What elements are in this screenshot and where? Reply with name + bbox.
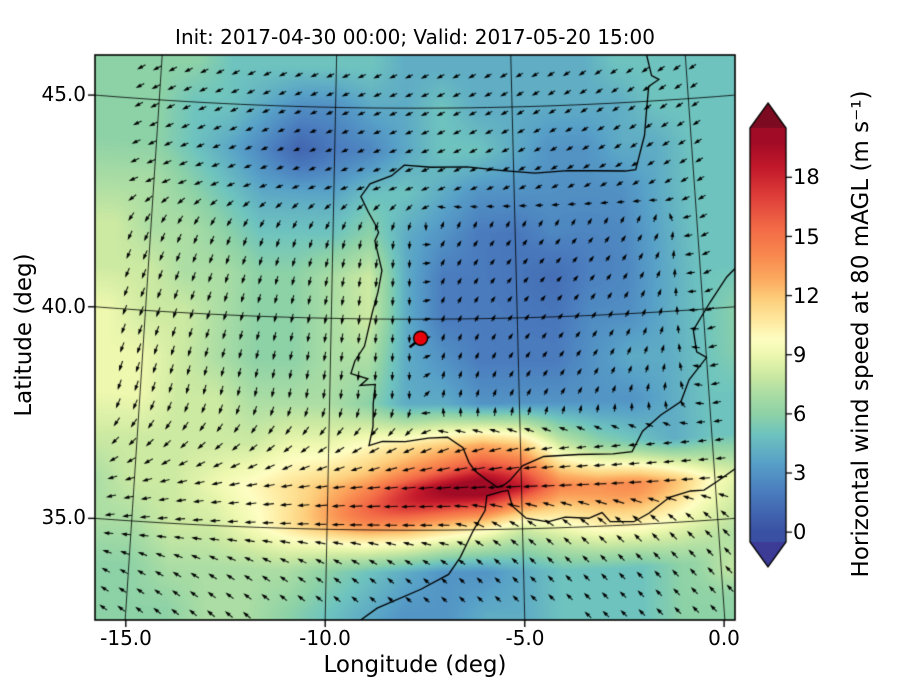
colorbar-tick-label-0: 0 bbox=[793, 520, 807, 544]
colorbar-tick-label-9: 9 bbox=[793, 343, 807, 367]
x-axis-label: Longitude (deg) bbox=[323, 652, 507, 678]
x-tick-label-0: -15.0 bbox=[100, 626, 152, 650]
plot-title: Init: 2017-04-30 00:00; Valid: 2017-05-2… bbox=[175, 25, 655, 49]
y-tick-label-1: 40.0 bbox=[41, 294, 86, 318]
x-tick-label-1: -10.0 bbox=[299, 626, 351, 650]
x-tick-label-3: 0.0 bbox=[708, 626, 740, 650]
colorbar-tick-label-12: 12 bbox=[793, 284, 820, 308]
colorbar-tick-label-18: 18 bbox=[793, 165, 820, 189]
x-tick-label-2: -5.0 bbox=[505, 626, 545, 650]
colorbar-tick-label-3: 3 bbox=[793, 461, 807, 485]
colorbar-label: Horizontal wind speed at 80 mAGL (m s⁻¹) bbox=[848, 90, 874, 578]
colorbar-tick-label-15: 15 bbox=[793, 225, 820, 249]
y-axis-label: Latitude (deg) bbox=[11, 253, 37, 417]
y-tick-label-2: 35.0 bbox=[41, 505, 86, 529]
y-tick-label-0: 45.0 bbox=[41, 82, 86, 106]
colorbar-tick-label-6: 6 bbox=[793, 402, 807, 426]
